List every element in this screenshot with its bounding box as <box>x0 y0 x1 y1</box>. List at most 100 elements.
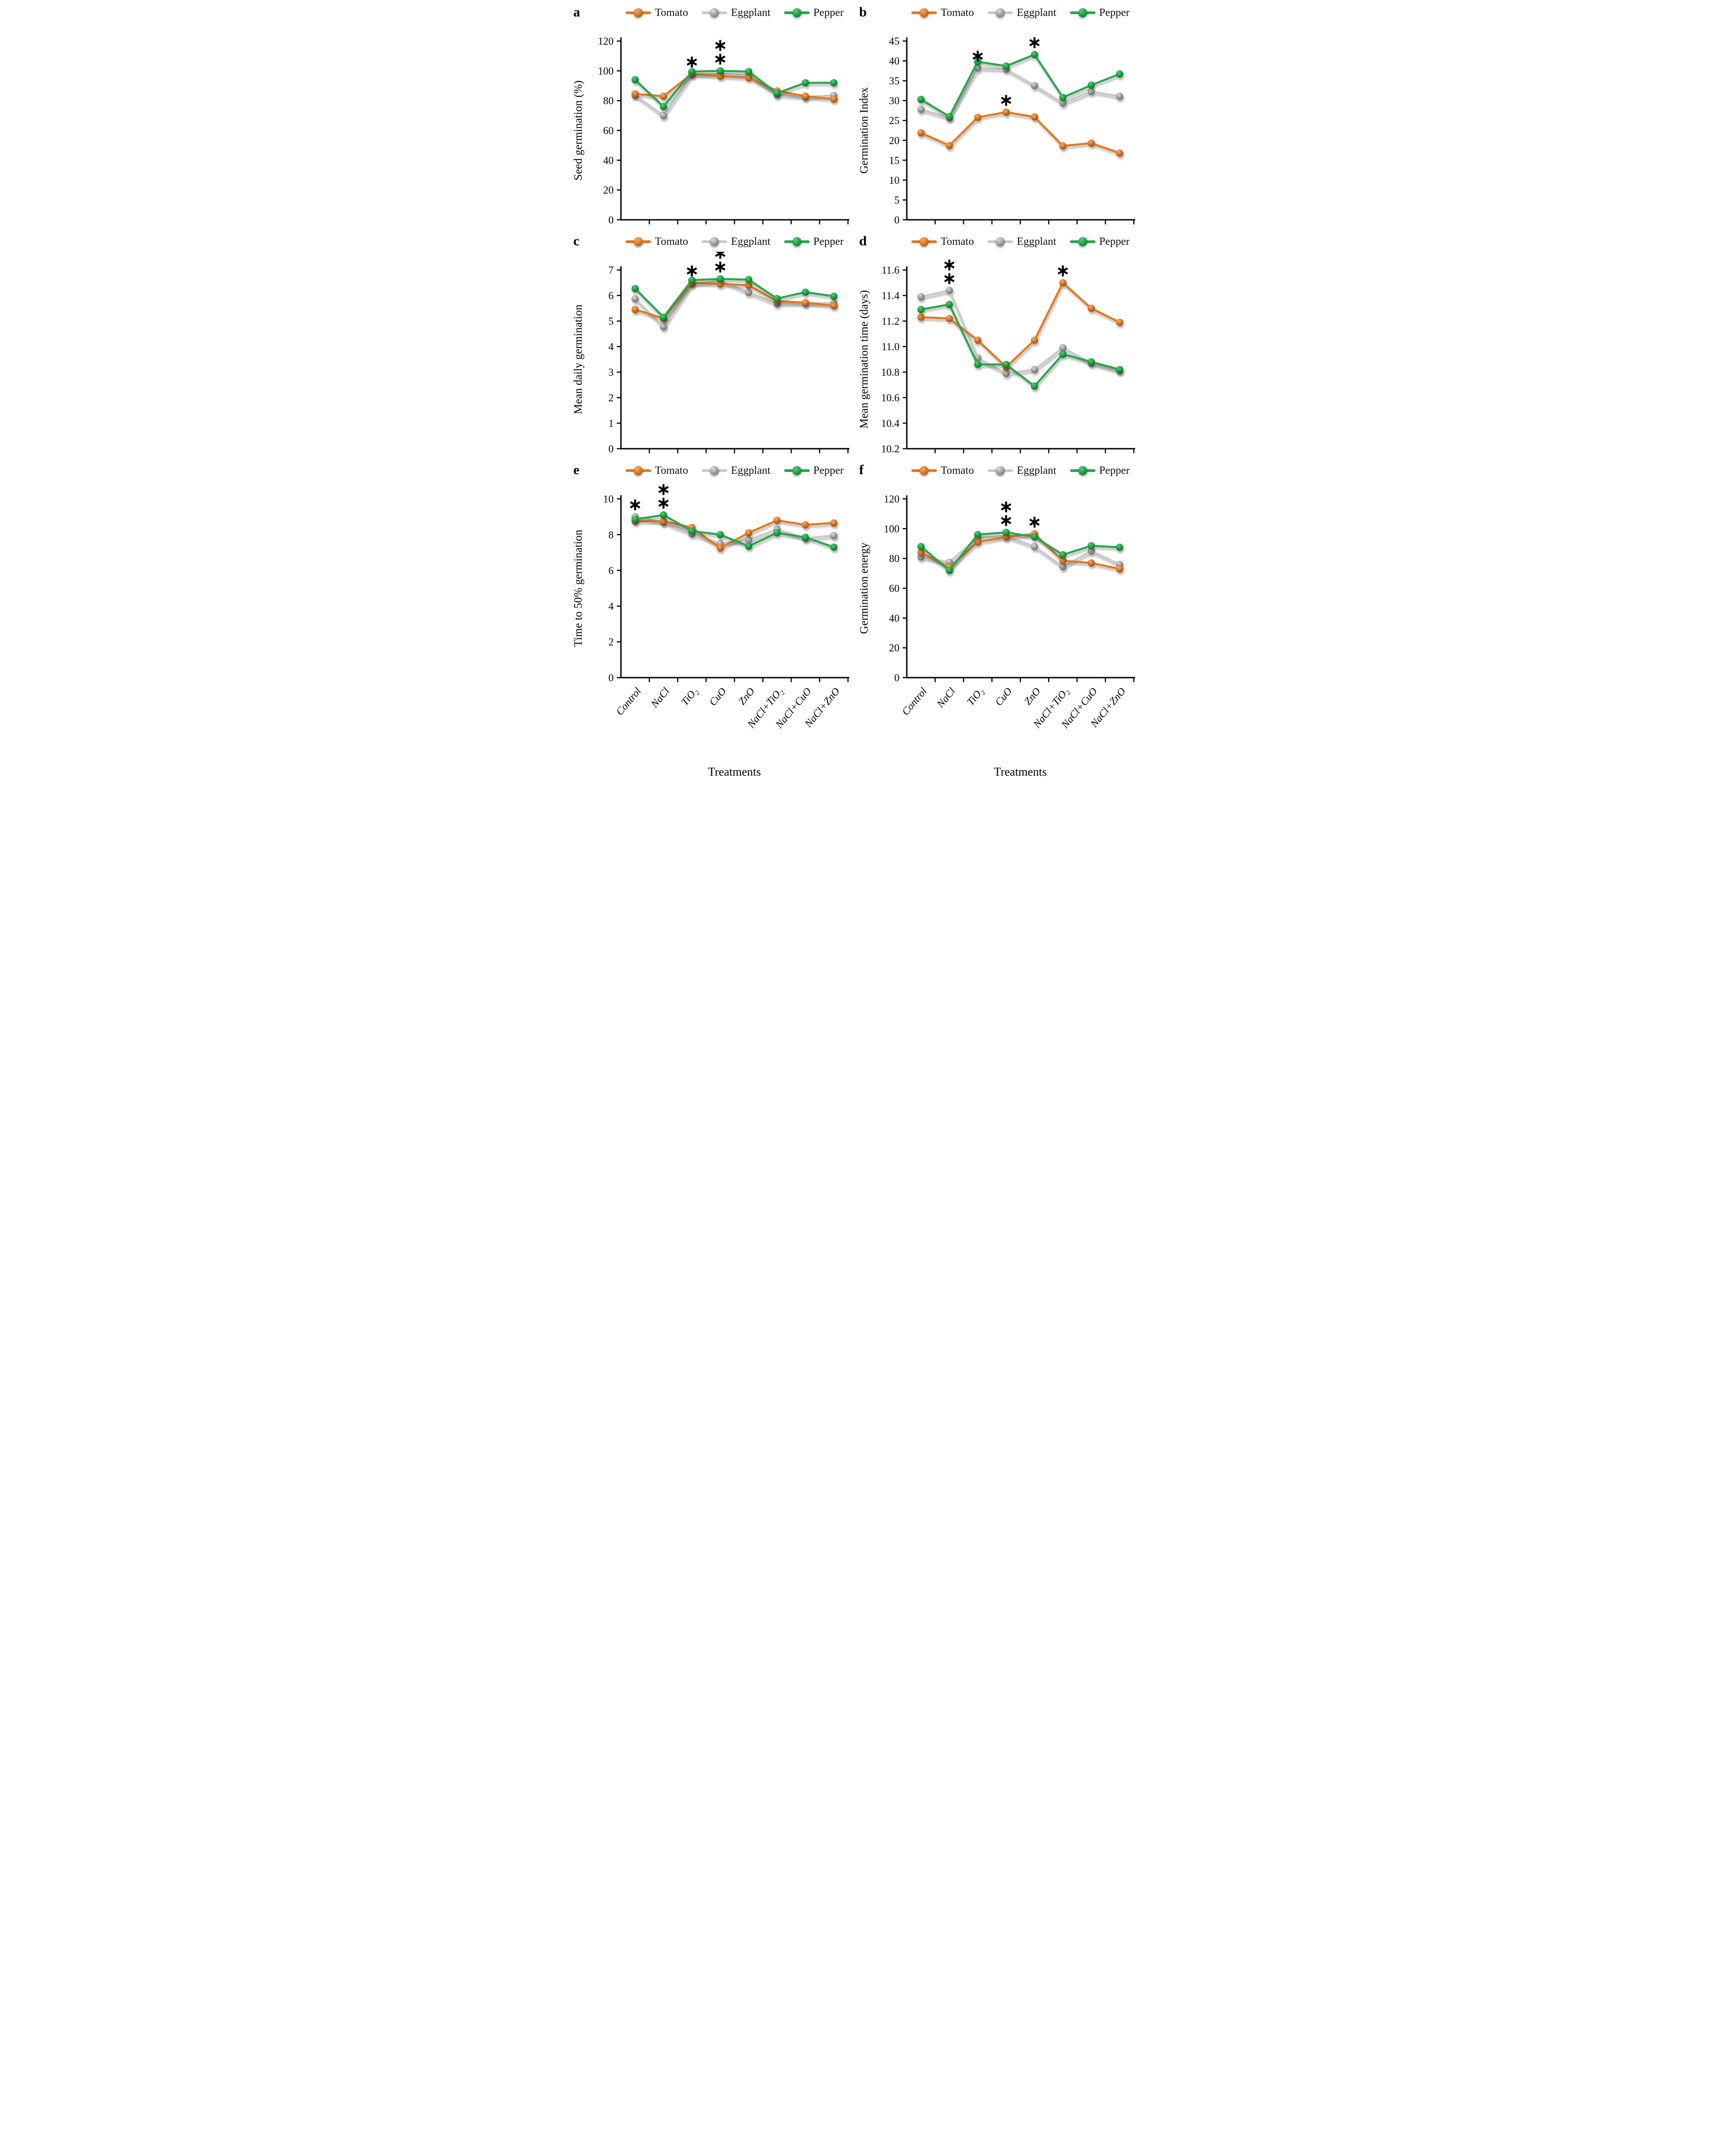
y-tick-label: 5 <box>608 316 614 327</box>
x-tick-label-0: Control <box>899 685 929 717</box>
marker-eggplant-1 <box>659 112 667 119</box>
legend-item-eggplant: Eggplant <box>702 465 770 477</box>
asterisk-tomato-2: ∗ <box>684 260 699 280</box>
panel-letter-a: a <box>573 5 580 20</box>
panel-letter-b: b <box>859 5 867 20</box>
marker-pepper-2 <box>688 527 696 535</box>
y-tick-label: 0 <box>608 672 614 684</box>
legend-label-pepper: Pepper <box>1099 6 1130 19</box>
marker-pepper-5 <box>1059 551 1066 559</box>
y-tick-label: 8 <box>608 529 614 540</box>
marker-pepper-3 <box>716 67 724 75</box>
legend-item-pepper: Pepper <box>1070 236 1130 248</box>
marker-pepper-2 <box>688 67 696 75</box>
asterisk-tomato-1: ∗ <box>656 481 671 499</box>
marker-pepper-1 <box>659 103 667 110</box>
panel-letter-e: e <box>573 462 579 477</box>
marker-tomato-2 <box>974 538 982 546</box>
marker-eggplant-5 <box>1059 99 1066 107</box>
y-tick-label: 11.0 <box>881 341 899 352</box>
marker-pepper-4 <box>744 542 752 550</box>
y-tick-label: 0 <box>608 214 614 226</box>
y-tick-label: 11.6 <box>881 264 899 276</box>
marker-pepper-6 <box>1087 81 1095 89</box>
y-tick-label: 11.2 <box>881 316 899 327</box>
legend-item-eggplant: Eggplant <box>987 7 1056 19</box>
legend-item-tomato: Tomato <box>911 7 974 19</box>
marker-pepper-0 <box>631 516 639 523</box>
y-tick-label: 10.6 <box>881 392 899 404</box>
marker-pepper-2 <box>974 361 982 368</box>
legend-marker-tomato-icon <box>625 237 651 246</box>
marker-tomato-4 <box>1030 113 1038 121</box>
asterisk-eggplant-3: ∗ <box>998 497 1013 517</box>
marker-eggplant-3 <box>1002 369 1010 377</box>
x-tick-label-3: CuO <box>992 685 1014 708</box>
x-tick-label-2: TiO₂ <box>964 685 985 708</box>
legend-marker-tomato-icon <box>625 466 651 475</box>
marker-tomato-6 <box>1087 139 1095 147</box>
legend-item-tomato: Tomato <box>911 465 974 477</box>
y-axis-title: Germination Index <box>858 87 870 174</box>
y-tick-label: 20 <box>889 643 899 654</box>
y-tick-label: 80 <box>603 95 614 107</box>
series-line-tomato <box>920 281 1121 368</box>
asterisk-eggplant-3: ∗ <box>713 252 727 263</box>
legend-f: Tomato Eggplant Pepper <box>907 461 1135 481</box>
asterisk-tomato-3: ∗ <box>998 90 1013 110</box>
legend-d: Tomato Eggplant Pepper <box>907 232 1135 252</box>
legend-label-tomato: Tomato <box>941 235 974 248</box>
legend-item-tomato: Tomato <box>625 236 688 248</box>
legend-sphere-eggplant-icon <box>710 237 719 246</box>
asterisk-pepper-3: ∗ <box>998 510 1013 530</box>
legend-label-tomato: Tomato <box>655 6 688 19</box>
y-tick-label: 120 <box>598 36 614 47</box>
legend-item-pepper: Pepper <box>1070 7 1130 19</box>
legend-label-eggplant: Eggplant <box>731 6 770 19</box>
y-tick-label: 11.4 <box>881 290 899 301</box>
y-tick-label: 60 <box>603 125 614 136</box>
legend-marker-pepper-icon <box>1070 466 1096 475</box>
marker-pepper-4 <box>744 67 752 75</box>
marker-pepper-6 <box>1087 358 1095 366</box>
series-line-tomato <box>634 73 835 100</box>
y-axis-title: Germination energy <box>858 542 870 634</box>
y-tick-label: 40 <box>889 612 899 624</box>
legend-item-pepper: Pepper <box>1070 465 1130 477</box>
legend-b: Tomato Eggplant Pepper <box>907 3 1135 23</box>
y-tick-label: 80 <box>889 553 899 565</box>
legend-item-tomato: Tomato <box>911 236 974 248</box>
legend-marker-pepper-icon <box>1070 237 1096 246</box>
marker-tomato-5 <box>1059 279 1066 286</box>
marker-eggplant-1 <box>945 558 953 566</box>
y-tick-label: 1 <box>608 418 614 429</box>
series-line-pepper <box>920 531 1121 572</box>
marker-pepper-1 <box>945 301 953 308</box>
marker-tomato-4 <box>744 74 752 82</box>
marker-pepper-0 <box>631 76 639 83</box>
asterisk-eggplant-0: ∗ <box>628 494 642 514</box>
legend-sphere-pepper-icon <box>792 8 801 17</box>
legend-sphere-pepper-icon <box>1078 237 1087 246</box>
marker-eggplant-5 <box>1059 344 1066 352</box>
panel-f: f Tomato Eggplant Pepper 0 20 40 60 80 100 120 Germ… <box>856 461 1142 795</box>
y-tick-label: 100 <box>598 65 614 77</box>
marker-eggplant-0 <box>917 105 925 113</box>
marker-pepper-3 <box>1002 361 1010 368</box>
legend-sphere-tomato-icon <box>634 466 643 475</box>
legend-item-pepper: Pepper <box>784 465 844 477</box>
legend-marker-eggplant-icon <box>987 466 1013 475</box>
asterisk-pepper-3: ∗ <box>713 48 727 68</box>
legend-item-eggplant: Eggplant <box>702 236 770 248</box>
series-line-pepper <box>920 53 1121 118</box>
marker-tomato-7 <box>830 95 837 103</box>
marker-eggplant-0 <box>631 295 639 303</box>
legend-sphere-eggplant-icon <box>996 8 1005 17</box>
marker-pepper-2 <box>974 58 982 66</box>
x-tick-label-1: NaCl <box>934 685 957 710</box>
legend-sphere-eggplant-icon <box>710 8 719 17</box>
legend-marker-eggplant-icon <box>702 466 728 475</box>
marker-tomato-1 <box>659 518 667 525</box>
marker-eggplant-7 <box>1116 93 1123 100</box>
marker-tomato-3 <box>1002 108 1010 116</box>
